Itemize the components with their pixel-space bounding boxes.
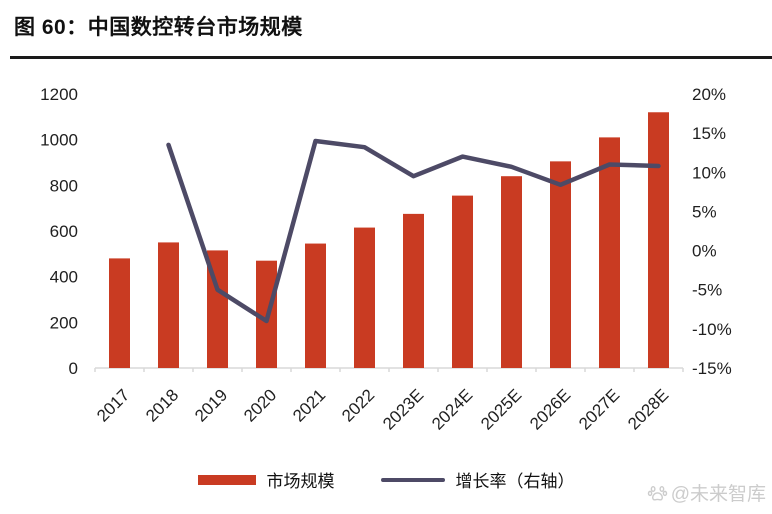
y2-axis-tick-label: -5% xyxy=(692,281,722,300)
y2-axis-tick-label: 20% xyxy=(692,85,726,104)
y2-axis-tick-label: 0% xyxy=(692,242,717,261)
y-axis-tick-label: 600 xyxy=(50,222,78,241)
legend-item-market-size: 市场规模 xyxy=(197,467,335,492)
watermark-text: @未来智库 xyxy=(670,484,766,505)
page-title: 图 60：中国数控转台市场规模 xyxy=(14,16,303,39)
market-size-combo-chart: 0 200 400 600 800 1000 1200 20% 15% 10% 5% 0% -5% -10… xyxy=(40,85,732,434)
watermark: @未来智库 xyxy=(647,479,766,506)
y-axis-tick-label: 1000 xyxy=(40,131,78,150)
x-axis-label-2018: 2018 xyxy=(142,385,182,425)
chart-legend: 市场规模 增长率（右轴） xyxy=(0,467,772,492)
bar-2017 xyxy=(109,258,130,368)
x-axis-label-2024E: 2024E xyxy=(428,385,476,433)
y-axis-tick-label: 0 xyxy=(69,359,78,378)
bar-2027E xyxy=(599,137,620,368)
y2-axis-tick-label: 10% xyxy=(692,163,726,182)
bar-series-swatch xyxy=(197,474,256,485)
bar-2028E xyxy=(648,112,669,369)
bar-2021 xyxy=(305,243,326,368)
title-underline xyxy=(10,56,772,59)
y2-axis-tick-label: 5% xyxy=(692,202,717,221)
legend-bar-label: 市场规模 xyxy=(266,472,335,491)
legend-item-growth-rate: 增长率（右轴） xyxy=(380,467,575,492)
bar-2026E xyxy=(550,161,571,368)
x-axis-label-2022: 2022 xyxy=(338,385,378,425)
bar-2023E xyxy=(403,213,424,368)
bar-2018 xyxy=(158,242,179,368)
y-axis-tick-label: 1200 xyxy=(40,85,78,104)
bar-2022 xyxy=(354,227,375,368)
legend-line-label: 增长率（右轴） xyxy=(455,472,575,491)
x-axis-label-2017: 2017 xyxy=(93,385,133,425)
growth-rate-line xyxy=(166,138,661,324)
x-axis-label-2026E: 2026E xyxy=(526,385,574,433)
y2-axis-tick-label: 15% xyxy=(692,124,726,143)
line-series-swatch xyxy=(380,477,445,482)
x-axis-label-2025E: 2025E xyxy=(477,385,525,433)
y-axis-tick-label: 800 xyxy=(50,176,78,195)
x-axis-label-2021: 2021 xyxy=(289,385,329,425)
y2-axis-tick-label: -10% xyxy=(692,320,732,339)
y-axis-tick-label: 200 xyxy=(50,313,78,332)
paw-icon xyxy=(647,486,667,501)
x-axis-label-2019: 2019 xyxy=(191,385,231,425)
x-axis-label-2027E: 2027E xyxy=(575,385,623,433)
bar-2025E xyxy=(501,176,522,368)
bar-2024E xyxy=(452,195,473,368)
y2-axis-tick-label: -15% xyxy=(692,359,732,378)
x-axis-label-2023E: 2023E xyxy=(379,385,427,433)
y-axis-tick-label: 400 xyxy=(50,268,78,287)
x-axis-label-2028E: 2028E xyxy=(624,385,672,433)
x-axis-label-2020: 2020 xyxy=(240,385,280,425)
